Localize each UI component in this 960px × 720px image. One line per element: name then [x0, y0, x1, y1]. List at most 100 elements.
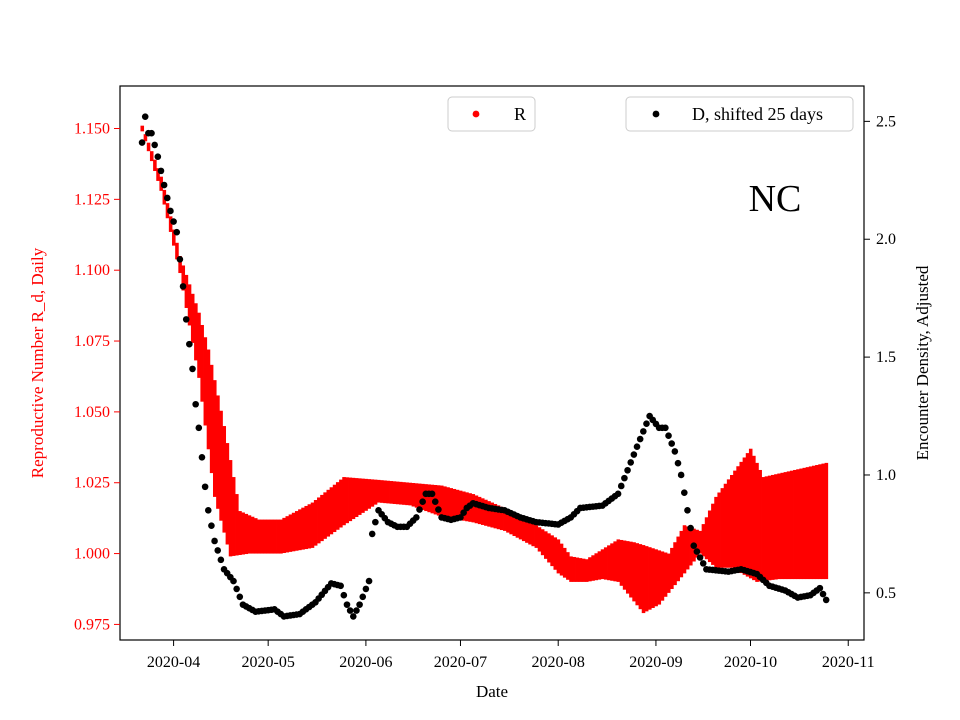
- y-left-tick-label: 1.125: [74, 191, 110, 208]
- d-data-point: [201, 483, 209, 491]
- d-data-point: [204, 507, 212, 514]
- r-range-bar: [153, 159, 157, 172]
- d-data-point: [198, 453, 206, 461]
- d-data-point: [365, 577, 373, 585]
- r-range-bar: [213, 380, 217, 497]
- d-data-point: [693, 548, 701, 555]
- r-range-bar: [739, 461, 744, 574]
- d-data-point: [230, 577, 237, 585]
- r-range-bar: [679, 530, 684, 578]
- r-range-bar: [304, 505, 308, 550]
- d-data-point: [677, 471, 685, 479]
- r-range-bar: [616, 539, 621, 582]
- d-data-point: [211, 537, 218, 545]
- d-data-point: [435, 506, 442, 513]
- r-range-bar: [789, 470, 794, 580]
- r-range-bar: [175, 242, 179, 260]
- d-data-point: [671, 448, 679, 455]
- r-range-bar: [351, 477, 356, 520]
- r-range-bar: [644, 546, 649, 612]
- r-range-bar: [660, 551, 665, 601]
- r-range-bar: [509, 511, 513, 535]
- d-data-point: [179, 283, 187, 290]
- x-tick-label: 2020-08: [532, 654, 585, 671]
- r-range-bar: [786, 471, 791, 580]
- d-data-point: [681, 489, 688, 496]
- r-range-bar: [802, 467, 807, 580]
- r-range-bar: [146, 142, 151, 152]
- r-range-bar: [449, 488, 453, 519]
- r-range-bar: [566, 552, 570, 580]
- r-range-bar: [247, 515, 252, 554]
- r-range-bar: [777, 473, 781, 580]
- r-range-bar: [364, 478, 368, 511]
- d-data-point: [346, 607, 354, 614]
- r-range-bar: [376, 479, 381, 503]
- r-range-bar: [562, 547, 567, 578]
- d-data-point: [163, 194, 171, 202]
- r-range-bar: [610, 543, 614, 581]
- r-range-bar: [313, 500, 318, 546]
- r-range-bar: [272, 519, 277, 554]
- d-data-point: [170, 218, 177, 225]
- d-data-point: [460, 509, 467, 516]
- r-range-bar: [641, 545, 646, 614]
- r-range-bar: [544, 531, 548, 559]
- r-range-bar: [197, 312, 201, 378]
- d-data-point: [684, 507, 691, 514]
- r-range-bar: [531, 523, 535, 547]
- r-range-bar: [506, 509, 510, 533]
- r-range-bar: [462, 491, 466, 521]
- r-range-bar: [430, 484, 435, 514]
- d-data-point: [665, 432, 672, 439]
- r-range-bar: [238, 511, 242, 555]
- r-range-bar: [793, 469, 797, 580]
- r-range-bar: [682, 525, 687, 574]
- d-series: [138, 113, 830, 620]
- r-range-bar: [455, 489, 460, 520]
- d-data-point: [690, 542, 698, 550]
- r-range-bar: [799, 468, 803, 580]
- r-range-bar: [559, 543, 564, 576]
- d-data-point: [416, 506, 423, 513]
- r-range-bar: [811, 465, 816, 580]
- r-range-bar: [326, 489, 331, 537]
- r-range-bar: [591, 555, 595, 581]
- r-range-bar: [317, 497, 321, 544]
- y-axis-right: 0.5 1.0 1.5 2.0 2.5: [864, 113, 896, 602]
- r-range-bar: [670, 547, 674, 589]
- legend-d-label: D, shifted 25 days: [692, 104, 823, 124]
- d-data-point: [157, 167, 165, 175]
- legend-r: R: [447, 96, 536, 132]
- r-range-bar: [726, 479, 731, 568]
- d-data-point: [640, 428, 647, 435]
- r-range-bar: [361, 478, 365, 513]
- r-range-bar: [534, 525, 539, 548]
- r-range-bar: [288, 514, 293, 552]
- y-axis-right-label: Encounter Density, Adjusted: [913, 265, 932, 460]
- r-range-bar: [421, 483, 425, 510]
- r-range-bar: [619, 539, 624, 586]
- d-data-point: [236, 593, 244, 601]
- r-range-bar: [172, 229, 176, 246]
- x-tick-label: 2020-10: [724, 654, 777, 671]
- r-range-bar: [335, 482, 340, 530]
- d-data-point: [349, 613, 357, 620]
- r-range-bar: [184, 274, 189, 308]
- r-range-bar: [263, 519, 267, 554]
- r-range-bar: [594, 553, 599, 581]
- r-range-bar: [748, 448, 753, 579]
- r-range-bar: [383, 480, 387, 504]
- state-annotation: NC: [749, 178, 802, 220]
- d-data-point: [617, 482, 625, 490]
- y-axis-left: 0.975 1.000 1.025 1.050 1.075 1.100 1.125 1.150: [74, 121, 120, 633]
- r-range-bar: [714, 496, 718, 568]
- r-range-bar: [701, 524, 706, 557]
- d-data-point: [173, 228, 181, 236]
- r-range-bar: [279, 519, 283, 554]
- r-range-bar: [484, 499, 488, 526]
- r-range-bar: [225, 443, 230, 545]
- d-data-point: [167, 207, 174, 215]
- r-range-bar: [720, 488, 725, 568]
- r-range-bar: [200, 324, 204, 402]
